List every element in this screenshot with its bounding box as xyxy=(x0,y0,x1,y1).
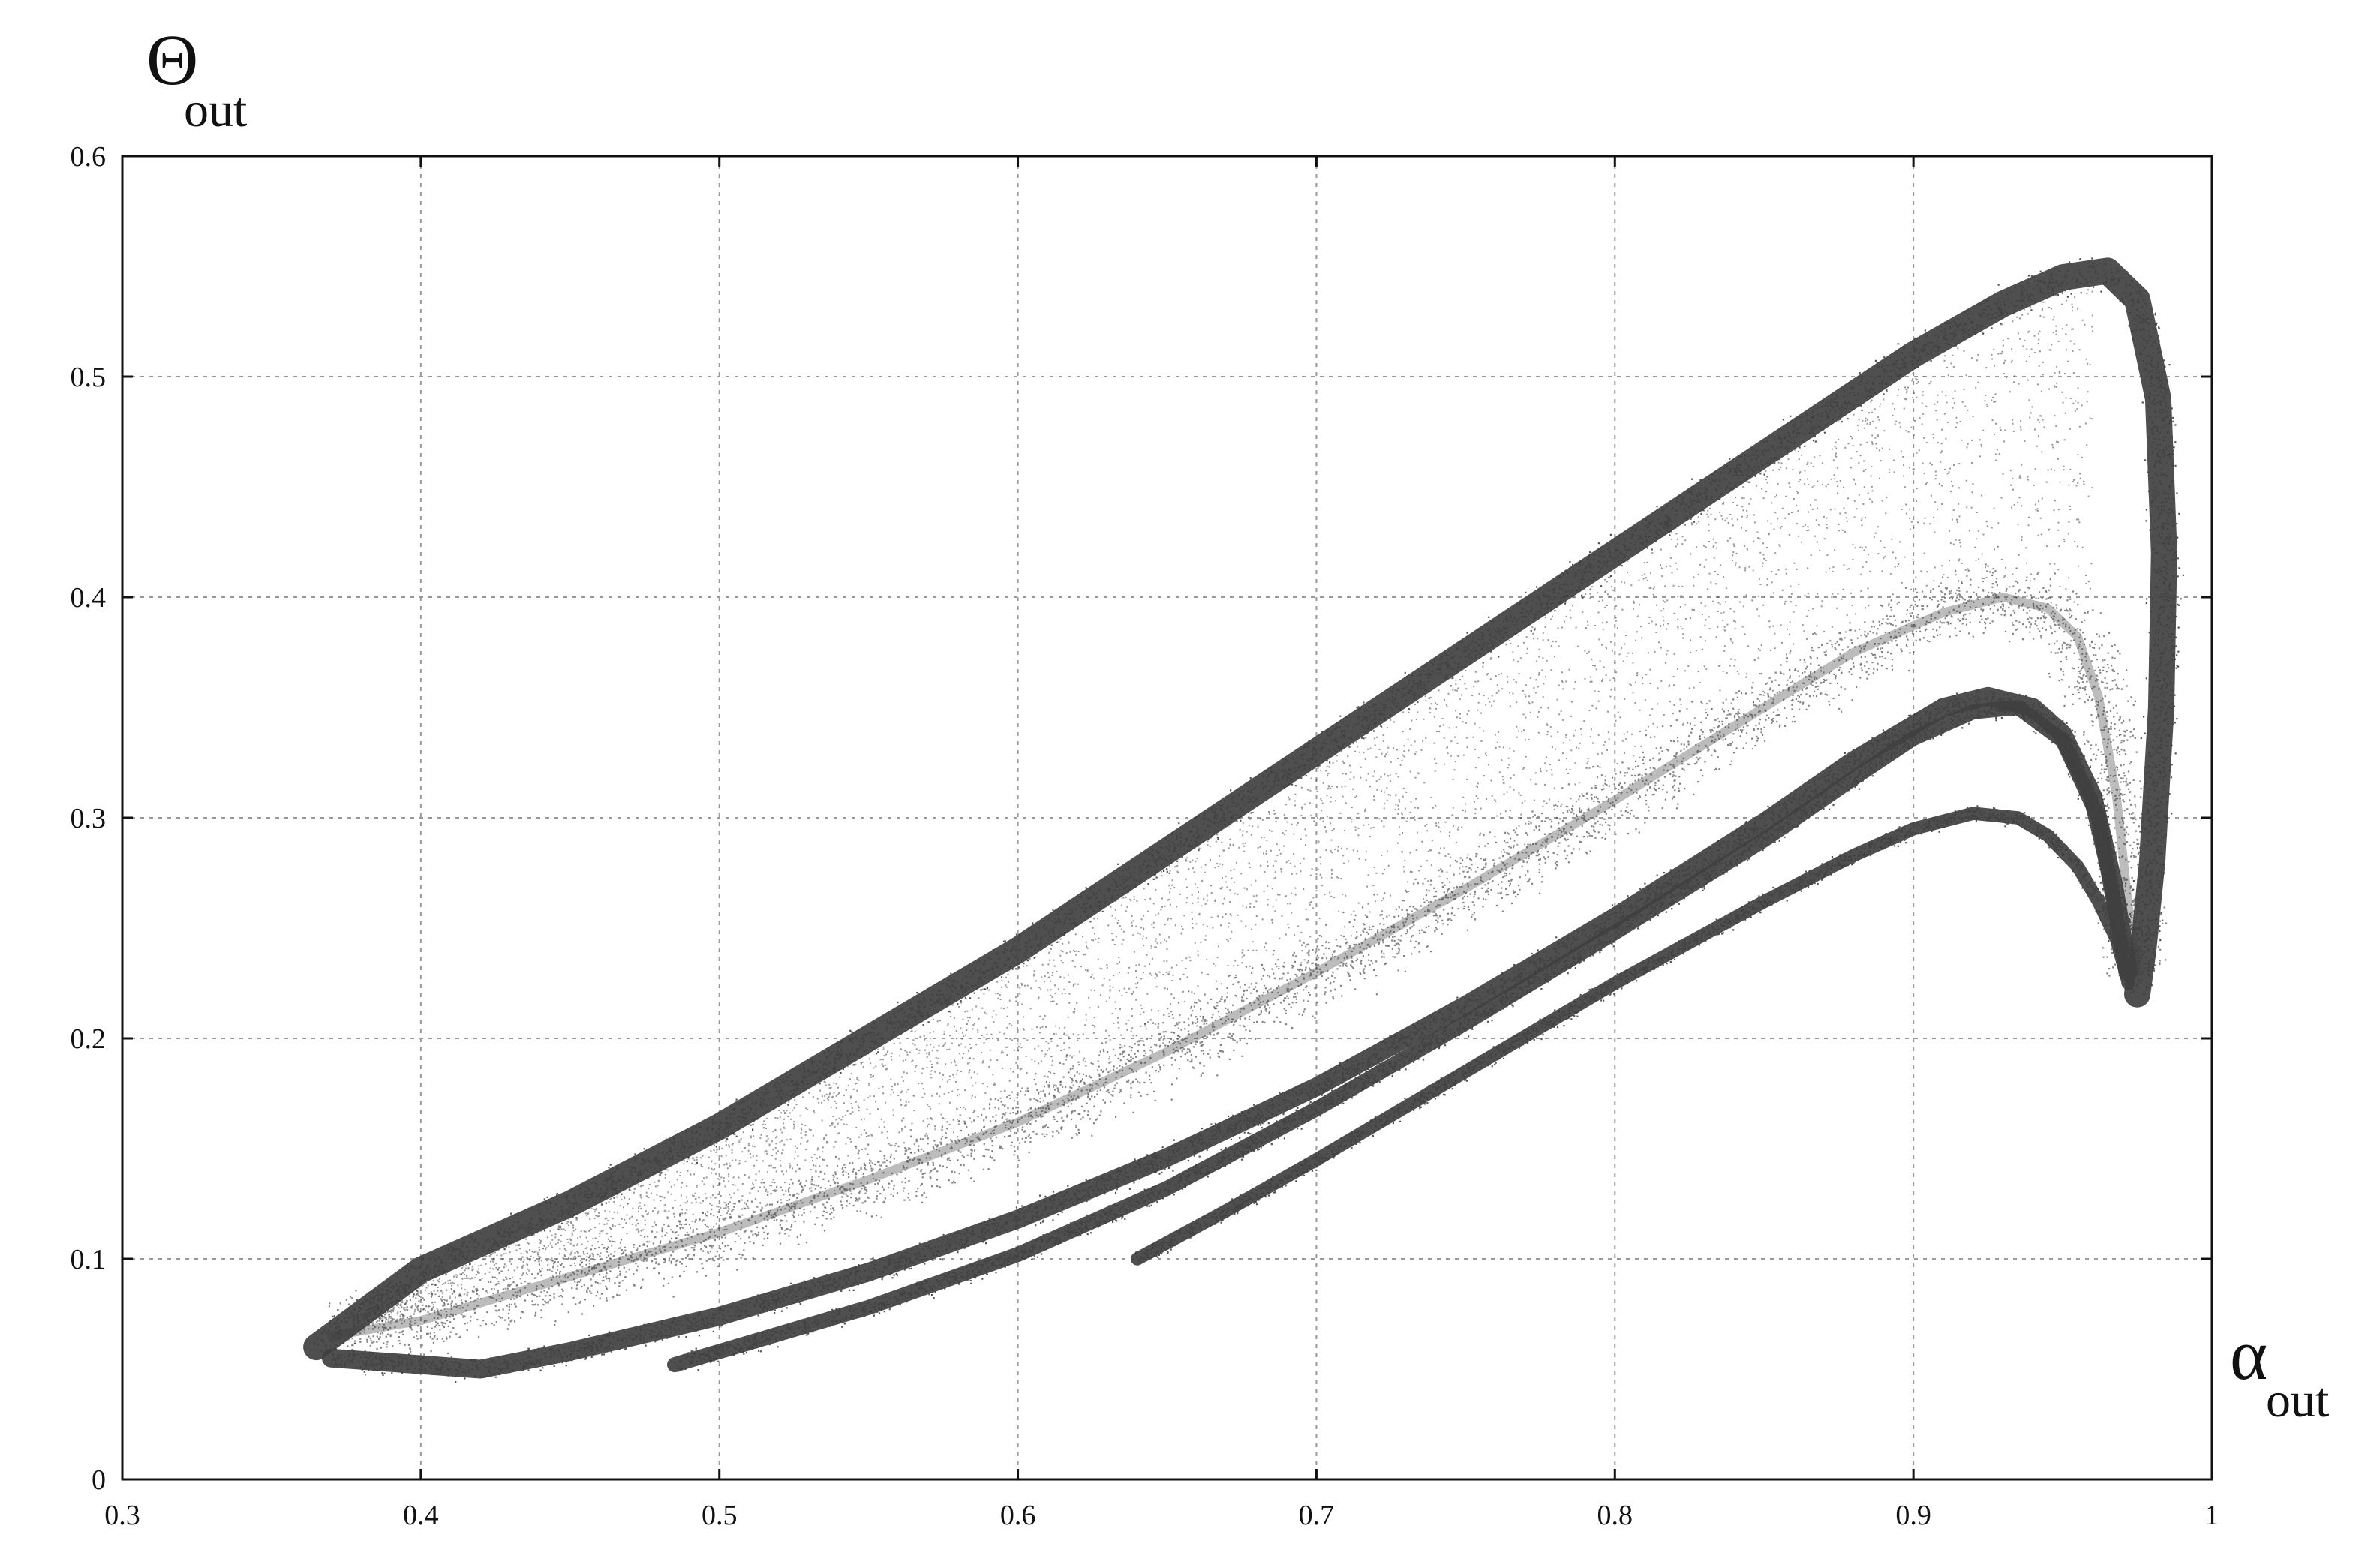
y-tick-label: 0 xyxy=(92,1464,106,1496)
x-tick-label: 0.3 xyxy=(104,1500,140,1531)
x-axis-label-subscript: out xyxy=(2266,1373,2329,1428)
y-tick-label: 0.2 xyxy=(71,1023,107,1055)
y-tick-label: 0.4 xyxy=(71,582,107,614)
y-tick-label: 0.6 xyxy=(71,141,107,173)
x-tick-label: 0.8 xyxy=(1597,1500,1633,1531)
x-tick-label: 1 xyxy=(2205,1500,2219,1531)
tick-marks xyxy=(121,155,2213,1481)
x-tick-label: 0.4 xyxy=(403,1500,439,1531)
series-points xyxy=(1135,805,2135,1263)
y-axis-label-subscript: out xyxy=(184,83,247,137)
x-tick-label: 0.7 xyxy=(1299,1500,1335,1531)
series-band xyxy=(303,257,2177,1361)
x-axis-label: α xyxy=(2230,1314,2267,1395)
data-points xyxy=(303,257,2185,1383)
x-tick-label: 0.6 xyxy=(1000,1500,1036,1531)
x-tick-label: 0.9 xyxy=(1895,1500,1931,1531)
y-axis-label: Θ xyxy=(146,20,198,100)
y-tick-label: 0.5 xyxy=(71,362,107,393)
series-band xyxy=(326,593,2142,1341)
x-tick-label: 0.5 xyxy=(702,1500,738,1531)
y-tick-label: 0.3 xyxy=(71,803,107,834)
series-band xyxy=(1130,807,2135,1266)
y-tick-labels: 0 0.1 0.2 0.3 0.4 0.5 0.6 xyxy=(71,141,107,1496)
x-tick-labels: 0.3 0.4 0.5 0.6 0.7 0.8 0.9 1 xyxy=(104,1500,2219,1531)
y-tick-label: 0.1 xyxy=(71,1244,107,1275)
series-points xyxy=(328,563,2168,1376)
